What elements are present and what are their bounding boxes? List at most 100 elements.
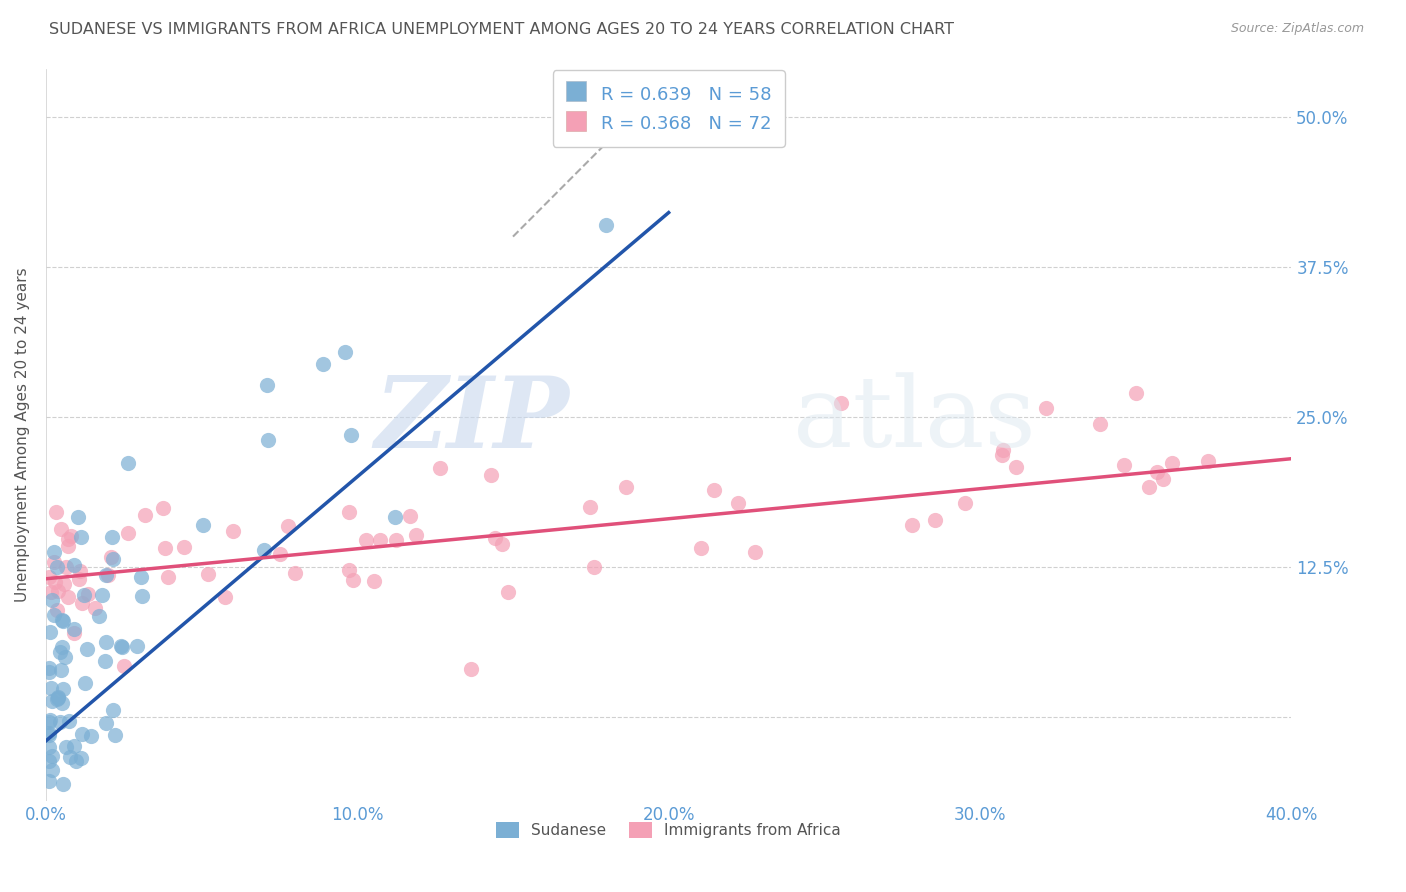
Point [44,545,66,559]
Point [101,552,124,566]
Point [1161,456,1184,470]
Point [53,650,76,665]
Point [340,428,363,442]
Point [101,530,124,544]
Point [46,690,69,704]
Y-axis label: Unemployment Among Ages 20 to 24 years: Unemployment Among Ages 20 to 24 years [15,268,30,602]
Point [104,728,127,742]
Point [53,850,76,864]
Point [385,533,408,548]
Point [42,608,65,623]
Point [66,510,89,524]
Point [460,662,482,676]
Point [595,219,617,233]
Point [156,570,179,584]
Point [38,665,60,679]
Point [110,639,132,653]
Point [269,547,291,561]
Point [398,509,420,524]
Point [134,508,156,522]
Point [46,690,69,705]
Point [58,714,80,728]
Point [1137,480,1160,494]
Point [830,396,852,410]
Point [69,565,91,579]
Point [41,749,63,764]
Point [93,654,115,668]
Point [52,577,75,591]
Point [49,644,72,658]
Point [73,588,96,602]
Point [51,640,73,655]
Point [284,566,307,580]
Point [97,567,120,582]
Text: SUDANESE VS IMMIGRANTS FROM AFRICA UNEMPLOYMENT AMONG AGES 20 TO 24 YEARS CORREL: SUDANESE VS IMMIGRANTS FROM AFRICA UNEMP… [49,22,955,37]
Point [63,558,86,573]
Point [312,357,335,371]
Point [84,601,107,615]
Point [38,754,60,768]
Point [117,456,139,470]
Point [117,525,139,540]
Point [131,590,153,604]
Point [56,539,79,553]
Point [112,658,135,673]
Point [58,590,80,604]
Point [67,572,90,586]
Point [614,480,637,494]
Point [94,567,117,582]
Point [256,433,278,447]
Point [39,584,62,599]
Point [901,517,924,532]
Point [991,443,1014,458]
Point [727,496,749,510]
Point [354,533,377,548]
Point [59,750,82,764]
Point [335,344,357,359]
Point [222,524,245,538]
Point [1035,401,1057,416]
Point [337,505,360,519]
Point [42,555,65,569]
Point [384,510,406,524]
Point [277,518,299,533]
Point [41,694,63,708]
Legend: Sudanese, Immigrants from Africa: Sudanese, Immigrants from Africa [491,816,848,845]
Point [38,740,60,755]
Point [70,596,93,610]
Point [38,570,60,584]
Point [38,773,60,788]
Point [41,763,63,777]
Point [45,505,67,519]
Point [38,726,60,740]
Point [45,603,67,617]
Point [991,448,1014,462]
Point [152,500,174,515]
Point [94,634,117,648]
Text: Source: ZipAtlas.com: Source: ZipAtlas.com [1230,22,1364,36]
Point [690,541,713,556]
Point [491,537,513,551]
Point [256,377,278,392]
Point [46,559,69,574]
Point [52,777,75,791]
Point [72,727,94,741]
Point [60,529,83,543]
Point [1146,465,1168,479]
Point [479,467,502,482]
Point [51,696,73,710]
Point [155,541,177,556]
Point [342,573,364,587]
Point [49,522,72,536]
Point [38,854,60,868]
Point [69,530,91,544]
Point [173,541,195,555]
Point [44,575,66,590]
Point [1005,460,1028,475]
Point [339,564,361,578]
Point [1125,385,1147,400]
Point [214,591,236,605]
Point [63,626,86,640]
Point [41,593,63,607]
Point [1088,417,1111,431]
